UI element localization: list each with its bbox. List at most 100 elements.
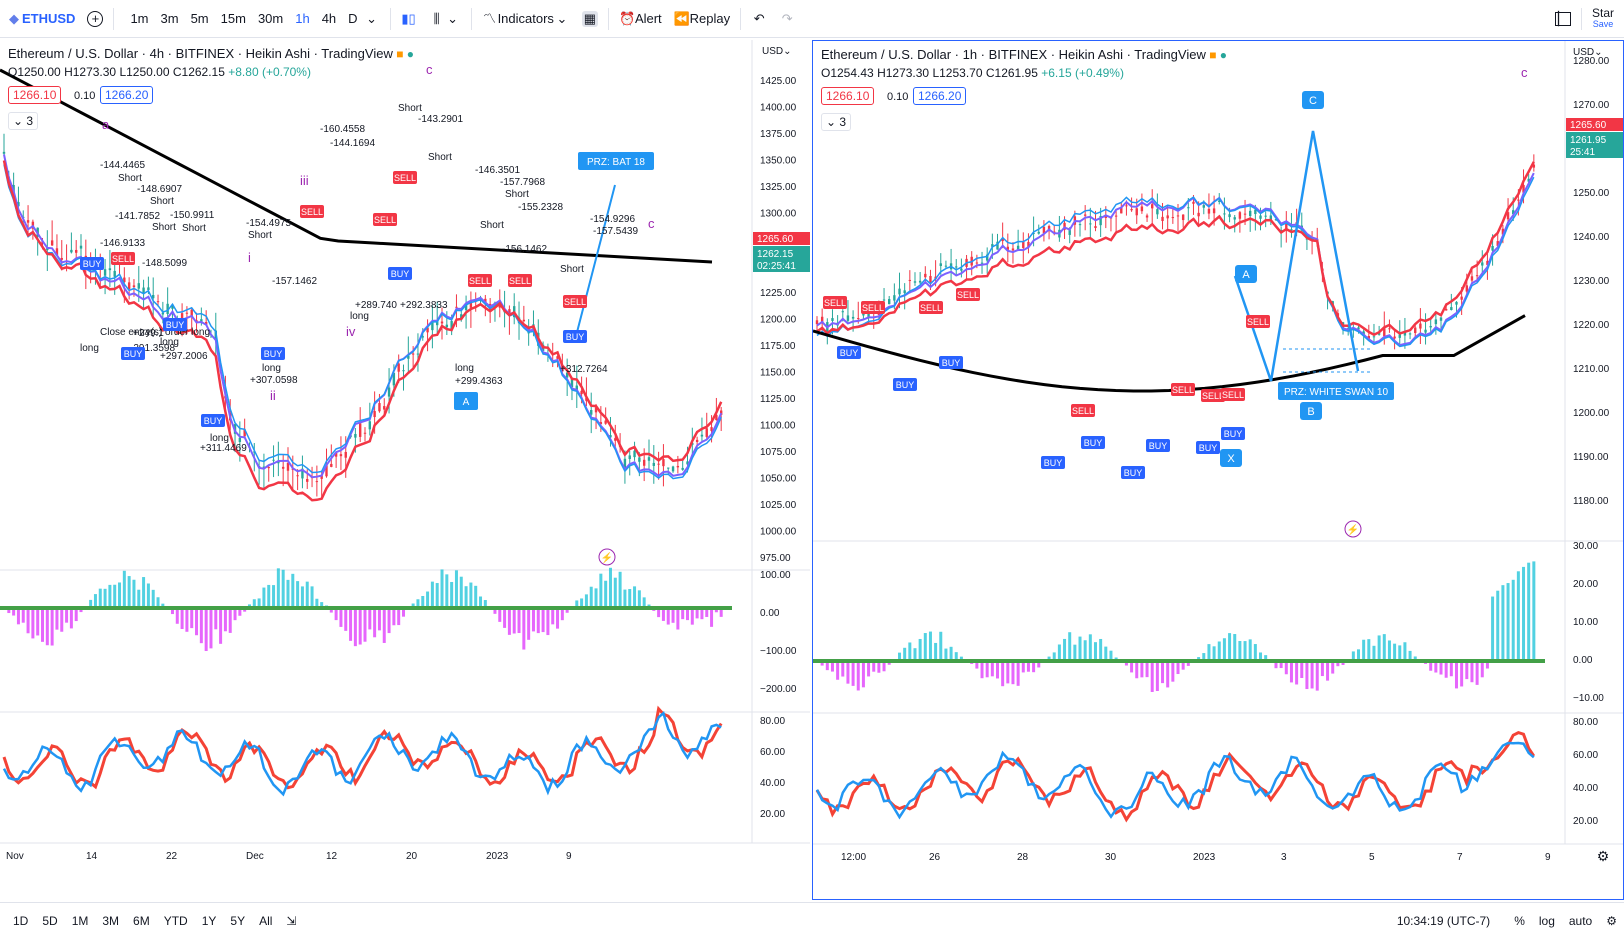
time-axis-tick: 14 [86, 851, 98, 862]
right-chart-title: Ethereum / U.S. Dollar · 1h · BITFINEX ·… [821, 47, 1206, 62]
currency-label[interactable]: USD⌄ [1573, 47, 1603, 58]
symbol-search[interactable]: ◆ ETHUSD [0, 0, 81, 38]
replay-label: Replay [690, 11, 730, 26]
oscillator-bar [836, 661, 839, 680]
star-save-button[interactable]: Star Save [1586, 0, 1624, 38]
clock-time[interactable]: 10:34:19 (UTC-7) [1390, 914, 1497, 928]
range-6m[interactable]: 6M [126, 914, 157, 928]
alert-label: Alert [635, 11, 662, 26]
log-toggle[interactable]: log [1532, 914, 1562, 928]
oscillator-bar [542, 608, 545, 632]
chart-style-button[interactable]: ⫼⌄ [423, 0, 467, 38]
indicator-collapse-button[interactable]: ⌄ 3 [8, 112, 38, 130]
high-value: H1273.30 [64, 65, 116, 79]
range-all[interactable]: All [252, 914, 279, 928]
price-axis-tick: 1350.00 [760, 156, 797, 167]
oscillator-bar [344, 608, 347, 631]
sell-price-button[interactable]: 1266.10 [821, 87, 874, 105]
alert-button[interactable]: ⏰ Alert [613, 0, 668, 38]
time-axis-tick: 9 [566, 851, 572, 862]
layout-button[interactable]: ▦ [576, 0, 604, 38]
range-ytd[interactable]: YTD [157, 914, 195, 928]
sell-signal-label: SELL [112, 254, 134, 264]
timeframe-30m[interactable]: 30m [252, 11, 289, 26]
currency-text: USD [762, 46, 783, 57]
range-1m[interactable]: 1M [65, 914, 96, 928]
timeframe-3m[interactable]: 3m [155, 11, 185, 26]
candle-body [914, 281, 916, 282]
right-chart-pane[interactable]: 1280.001270.001260.001250.001240.001230.… [812, 40, 1624, 900]
oscillator-bar [94, 594, 97, 608]
candle-body [981, 263, 983, 264]
redo-button[interactable]: ↷ [773, 0, 801, 38]
settings-button[interactable]: ⚙ [1599, 914, 1624, 928]
range-5y[interactable]: 5Y [223, 914, 252, 928]
trade-annotation: -144.1694 [330, 138, 375, 149]
rsi-axis-tick: 40.00 [1573, 783, 1598, 794]
oscillator-bar [595, 588, 598, 608]
oscillator-bar [508, 608, 511, 635]
right-chart-legend: Ethereum / U.S. Dollar · 1h · BITFINEX ·… [821, 47, 1227, 62]
candle-body [1430, 326, 1432, 327]
goto-date-button[interactable]: ⇲ [279, 914, 303, 928]
buy-price-button[interactable]: 1266.20 [913, 87, 966, 105]
sell-price-button[interactable]: 1266.10 [8, 86, 61, 104]
oscillator-bar [17, 608, 20, 624]
compare-button[interactable]: + [81, 0, 109, 38]
buy-price-button[interactable]: 1266.20 [100, 86, 153, 104]
chart-settings-icon: ⚙ [1597, 848, 1610, 864]
chevron-down-icon[interactable]: ⌄ [364, 11, 380, 27]
oscillator-bar [137, 590, 140, 608]
undo-button[interactable]: ↶ [745, 0, 773, 38]
auto-toggle[interactable]: auto [1562, 914, 1599, 928]
oscillator-bar [1166, 661, 1169, 687]
time-axis-tick: Dec [246, 851, 264, 862]
oscillator-bar [99, 589, 102, 608]
oscillator-bar [691, 608, 694, 625]
candle-body [672, 467, 674, 472]
last-price-red: 1265.60 [757, 234, 794, 245]
replay-button[interactable]: ⏪ Replay [668, 0, 736, 38]
wave-label: c [648, 216, 655, 231]
oscillator-bar [862, 661, 865, 687]
indicators-button[interactable]: 〽 Indicators ⌄ [476, 0, 576, 38]
candle-body [1197, 213, 1199, 216]
right-chart-canvas[interactable]: 1280.001270.001260.001250.001240.001230.… [813, 41, 1623, 899]
oscillator-bar [70, 608, 73, 628]
oscillator-bar [368, 608, 371, 629]
left-chart-canvas[interactable]: 1425.001400.001375.001350.001325.001300.… [0, 40, 810, 900]
oscillator-bar [1249, 639, 1252, 661]
range-1y[interactable]: 1Y [195, 914, 224, 928]
range-1d[interactable]: 1D [6, 914, 35, 928]
candle-body [960, 269, 962, 271]
panel-toggle-button[interactable]: ▏ [1549, 0, 1577, 38]
timeframe-1h[interactable]: 1h [289, 11, 315, 26]
bar-type-button[interactable]: ▮▯ [395, 0, 423, 38]
range-5d[interactable]: 5D [35, 914, 64, 928]
percent-toggle[interactable]: % [1507, 914, 1532, 928]
candle-body [1079, 224, 1081, 225]
oscillator-bar [1140, 661, 1143, 677]
currency-label[interactable]: USD⌄ [762, 46, 792, 57]
candle-body [1481, 262, 1483, 265]
price-axis-tick: 1400.00 [760, 103, 797, 114]
timeframe-4h[interactable]: 4h [316, 11, 342, 26]
oscillator-bar [551, 608, 554, 624]
timeframe-5m[interactable]: 5m [185, 11, 215, 26]
wave-label: c [426, 62, 433, 77]
oscillator-bar [426, 592, 429, 608]
oscillator-bar [1017, 661, 1020, 686]
indicator-collapse-button[interactable]: ⌄ 3 [821, 113, 851, 131]
wave-label: iii [300, 173, 309, 188]
range-3m[interactable]: 3M [95, 914, 126, 928]
oscillator-bar [36, 608, 39, 635]
trade-annotation: Short [150, 196, 174, 207]
timeframe-1m[interactable]: 1m [124, 11, 154, 26]
price-axis-tick: 1050.00 [760, 474, 797, 485]
flag-icon: ■ [1209, 48, 1216, 62]
candle-body [114, 271, 116, 277]
timeframe-d[interactable]: D [342, 11, 363, 26]
oscillator-bar [113, 585, 116, 608]
timeframe-15m[interactable]: 15m [215, 11, 252, 26]
